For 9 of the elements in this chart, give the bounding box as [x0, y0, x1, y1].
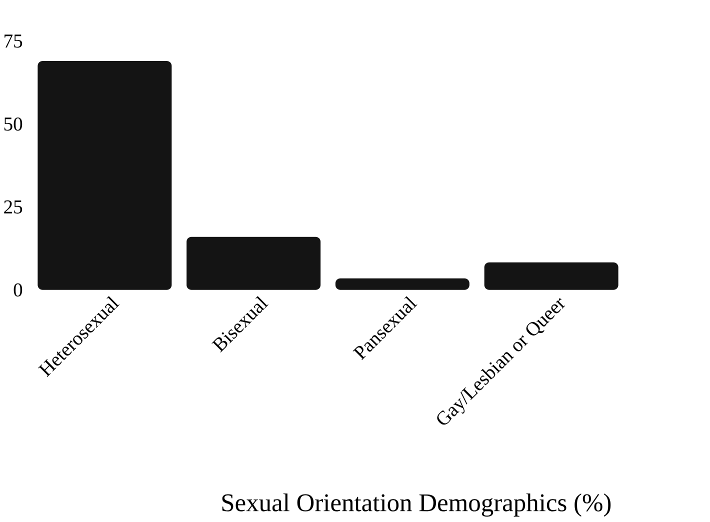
text: Sexual Orientation Demographics (%) — [222, 493, 611, 517]
bar — [38, 61, 172, 290]
y-tick-label: 0 — [14, 283, 22, 296]
bar — [335, 278, 470, 290]
y-tick-label: 50 — [4, 117, 22, 131]
bar — [484, 262, 618, 290]
bar — [186, 236, 321, 290]
y-tick-label: 25 — [4, 200, 22, 214]
y-tick-label: 75 — [4, 34, 22, 48]
